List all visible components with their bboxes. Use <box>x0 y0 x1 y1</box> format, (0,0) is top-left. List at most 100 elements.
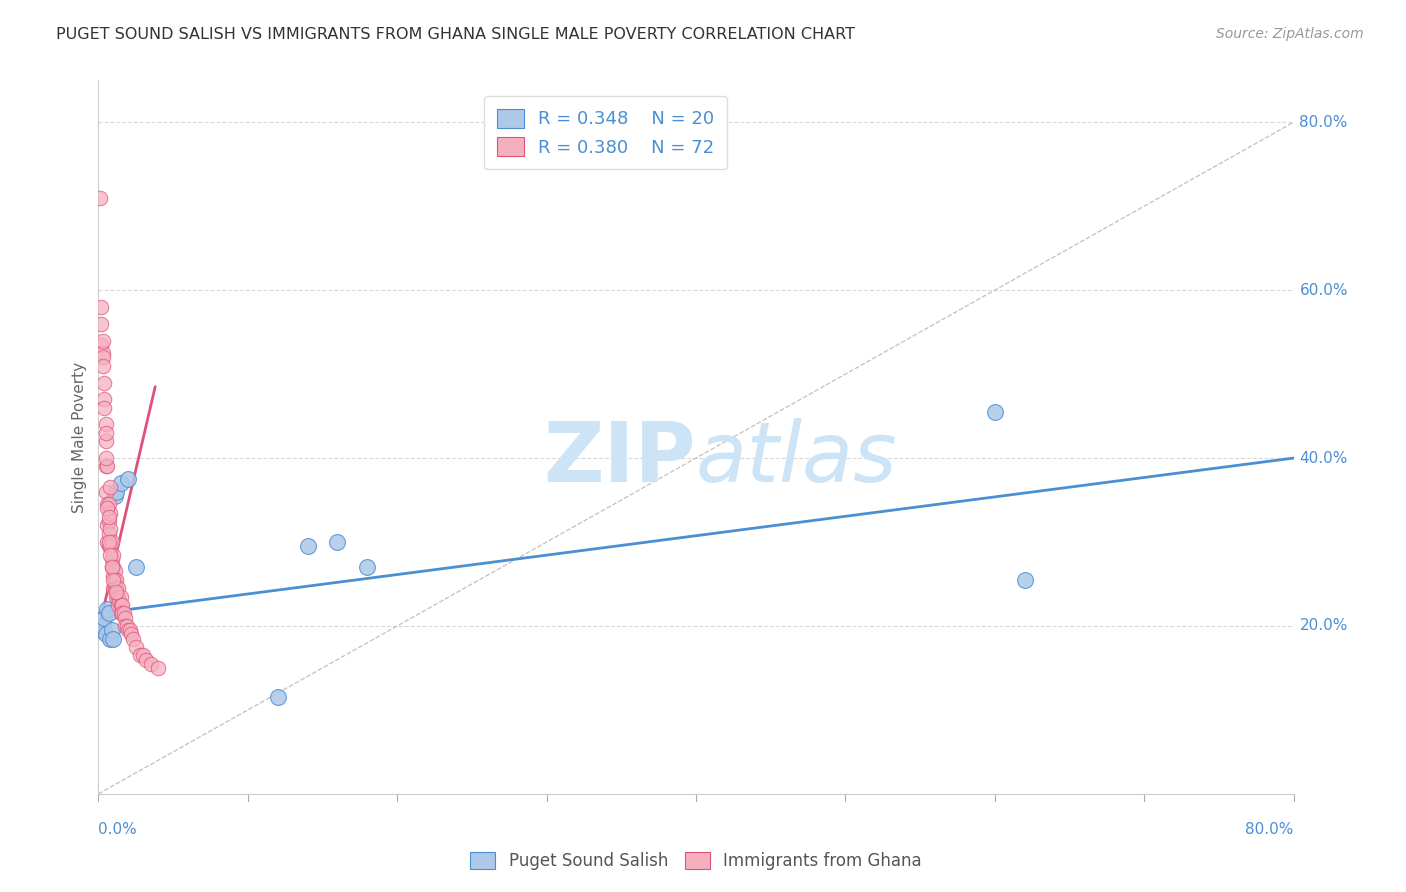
Point <box>96 501 118 516</box>
Point <box>101 551 124 566</box>
Point <box>103 632 125 646</box>
Point <box>94 451 117 466</box>
Point <box>91 346 114 360</box>
Text: Source: ZipAtlas.com: Source: ZipAtlas.com <box>1216 27 1364 41</box>
Point <box>107 590 129 604</box>
Point <box>91 359 114 373</box>
Point <box>98 632 122 646</box>
Point <box>120 627 142 641</box>
Text: 20.0%: 20.0% <box>1299 618 1348 633</box>
Point <box>103 568 125 582</box>
Point <box>114 619 136 633</box>
Point <box>107 598 129 612</box>
Text: 60.0%: 60.0% <box>1299 283 1348 298</box>
Point <box>97 509 120 524</box>
Point <box>121 632 143 646</box>
Point <box>93 610 115 624</box>
Legend: Puget Sound Salish, Immigrants from Ghana: Puget Sound Salish, Immigrants from Ghan… <box>464 845 928 877</box>
Point <box>98 523 122 537</box>
Point <box>103 548 125 562</box>
Point <box>148 661 170 675</box>
Point <box>93 401 115 415</box>
Point <box>139 657 162 671</box>
Point <box>93 376 115 390</box>
Point <box>104 565 127 579</box>
Point <box>90 300 112 314</box>
Point <box>104 581 127 595</box>
Point <box>114 610 136 624</box>
Point <box>101 560 124 574</box>
Point <box>96 602 118 616</box>
Point <box>96 518 118 533</box>
Text: ZIP: ZIP <box>544 418 696 499</box>
Text: 0.0%: 0.0% <box>98 822 138 838</box>
Point <box>97 535 120 549</box>
Point <box>1014 573 1036 587</box>
Point <box>94 434 117 449</box>
Text: 80.0%: 80.0% <box>1299 115 1348 129</box>
Point <box>96 497 118 511</box>
Point <box>96 459 118 474</box>
Text: PUGET SOUND SALISH VS IMMIGRANTS FROM GHANA SINGLE MALE POVERTY CORRELATION CHAR: PUGET SOUND SALISH VS IMMIGRANTS FROM GH… <box>56 27 855 42</box>
Point <box>107 581 129 595</box>
Point <box>125 640 148 654</box>
Point <box>94 484 117 499</box>
Point <box>97 539 120 553</box>
Point <box>132 648 155 663</box>
Text: atlas: atlas <box>696 418 897 499</box>
Point <box>135 652 157 666</box>
Point <box>97 514 120 528</box>
Point <box>117 472 139 486</box>
Point <box>115 619 138 633</box>
Point <box>105 585 128 599</box>
Point <box>97 497 120 511</box>
Point <box>117 623 139 637</box>
Point <box>297 539 319 553</box>
Point <box>105 590 128 604</box>
Y-axis label: Single Male Poverty: Single Male Poverty <box>72 361 87 513</box>
Point <box>125 560 148 574</box>
Point <box>326 535 349 549</box>
Point <box>90 337 112 351</box>
Point <box>89 191 111 205</box>
Point <box>101 560 124 574</box>
Point <box>356 560 378 574</box>
Point <box>105 484 128 499</box>
Point <box>101 535 124 549</box>
Point <box>98 506 122 520</box>
Point <box>111 598 134 612</box>
Point <box>111 607 134 621</box>
Text: 80.0%: 80.0% <box>1246 822 1294 838</box>
Point <box>110 607 132 621</box>
Point <box>112 607 135 621</box>
Point <box>96 535 118 549</box>
Point <box>93 392 115 407</box>
Point <box>110 476 132 491</box>
Point <box>104 573 127 587</box>
Point <box>118 623 141 637</box>
Point <box>105 581 128 595</box>
Point <box>984 405 1007 419</box>
Point <box>94 627 117 641</box>
Point <box>94 459 117 474</box>
Point <box>90 317 112 331</box>
Point <box>103 560 125 574</box>
Point <box>94 417 117 432</box>
Text: 40.0%: 40.0% <box>1299 450 1348 466</box>
Point <box>91 351 114 365</box>
Point <box>267 690 290 705</box>
Point <box>101 623 124 637</box>
Point <box>129 648 152 663</box>
Point <box>98 539 122 553</box>
Point <box>104 489 127 503</box>
Point <box>97 607 120 621</box>
Point <box>110 598 132 612</box>
Point <box>90 623 112 637</box>
Point <box>110 590 132 604</box>
Point <box>103 581 125 595</box>
Point <box>91 619 114 633</box>
Point <box>94 425 117 440</box>
Point <box>98 548 122 562</box>
Point <box>98 480 122 494</box>
Point <box>103 573 125 587</box>
